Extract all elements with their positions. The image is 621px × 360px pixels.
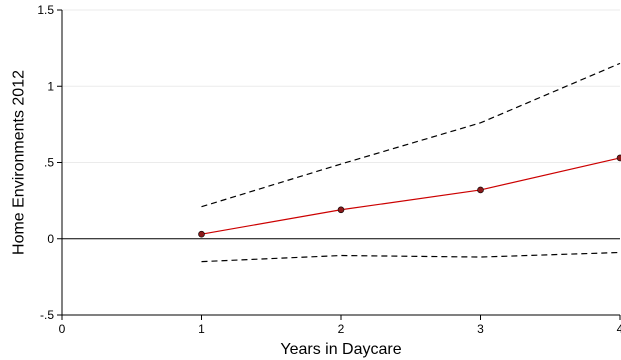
x-axis-title: Years in Daycare [280, 341, 401, 358]
lower-ci-line [201, 251, 621, 263]
axes: -.5 0 .5 1 1.5 0 1 2 3 4 [37, 3, 621, 336]
estimate-point [337, 206, 345, 214]
x-tick-label: 3 [477, 322, 484, 336]
x-tick-label: 0 [59, 322, 66, 336]
series-layer [198, 62, 621, 263]
x-tick-label: 1 [198, 322, 205, 336]
upper-ci-line [201, 62, 621, 208]
estimate-point [616, 154, 621, 162]
x-tick-label: 2 [338, 322, 345, 336]
y-tick-label: 1 [47, 79, 54, 93]
y-tick-label: 0 [47, 232, 54, 246]
y-tick-label: .5 [44, 156, 54, 170]
x-tick-label: 4 [617, 322, 621, 336]
grid-lines [62, 9, 620, 316]
estimate-point [477, 186, 484, 194]
estimate-line [201, 157, 621, 235]
estimate-point [198, 230, 205, 238]
y-axis-title: Home Environments 2012 [11, 70, 28, 255]
y-tick-label: 1.5 [37, 3, 54, 17]
y-tick-label: -.5 [40, 308, 54, 322]
